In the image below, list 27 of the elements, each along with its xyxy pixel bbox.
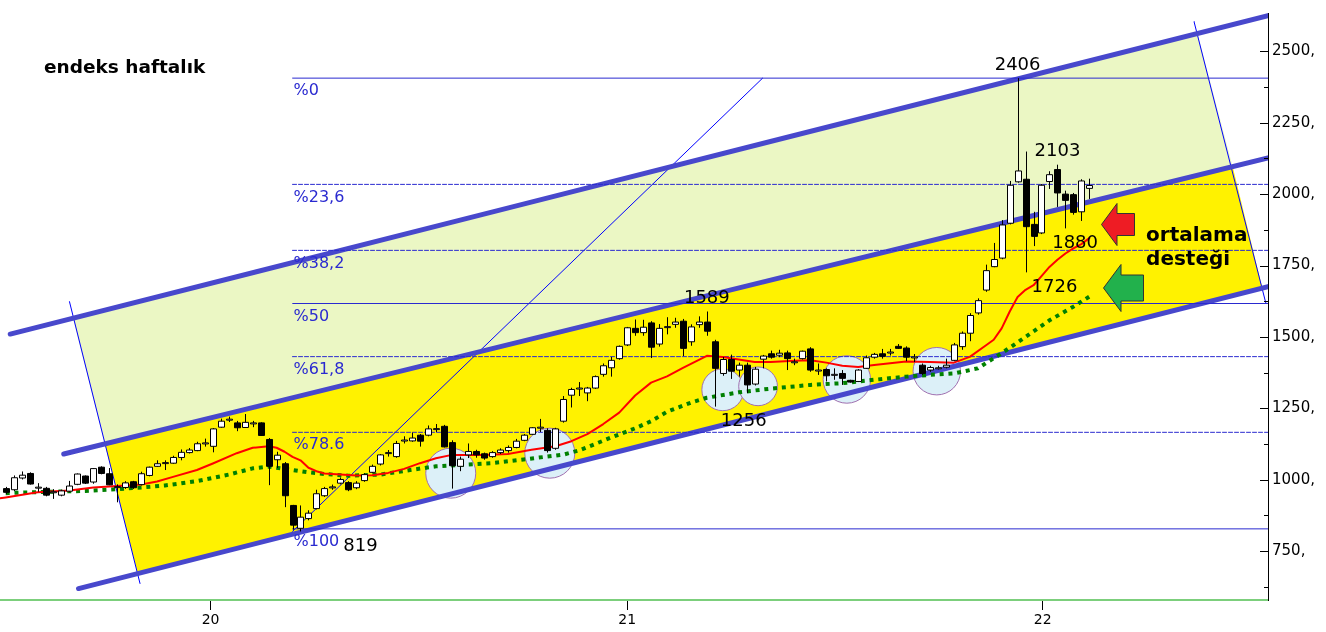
y-tick-label: 750, xyxy=(1272,541,1306,560)
series-label: %61,8 xyxy=(293,358,345,378)
y-tick-label: 2500, xyxy=(1272,41,1315,60)
series-label: %23,6 xyxy=(293,186,345,206)
candlestick xyxy=(983,264,990,293)
x-tick-label: 22 xyxy=(1033,611,1052,628)
annotation: 1589 xyxy=(683,286,730,308)
y-tick-label: 1250, xyxy=(1272,398,1315,417)
candlestick xyxy=(560,395,567,424)
text: endeks haftalık xyxy=(44,55,206,77)
x-tick-label: 20 xyxy=(201,611,220,628)
annotation: 819 xyxy=(343,534,378,556)
annotation: ortalama desteği xyxy=(1146,222,1248,270)
y-tick-label: 1000, xyxy=(1272,469,1315,488)
y-tick-label: 1750, xyxy=(1272,255,1315,274)
series-label: %0 xyxy=(293,80,319,100)
annotation: 2406 xyxy=(994,52,1041,74)
y-tick-label: 1500, xyxy=(1272,326,1315,345)
annotation: 1256 xyxy=(720,409,767,431)
series-label: %78.6 xyxy=(293,434,345,454)
x-tick-label: 21 xyxy=(618,611,637,628)
annotation: 1726 xyxy=(1031,275,1078,297)
y-tick-label: 2000, xyxy=(1272,183,1315,202)
annotation: 2103 xyxy=(1034,139,1081,161)
series-label: %100 xyxy=(293,531,340,551)
series-label: %50 xyxy=(293,305,330,325)
y-tick-label: 2250, xyxy=(1272,112,1315,131)
